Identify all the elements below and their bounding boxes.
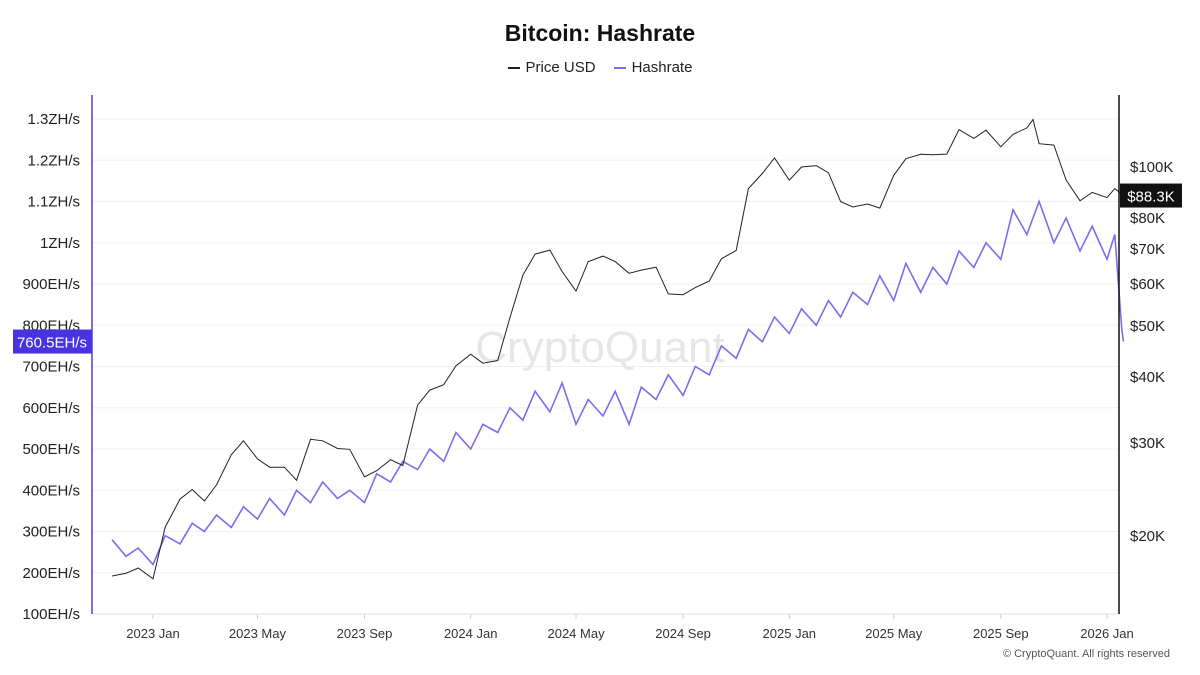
left-tick-label: 1ZH/s (40, 235, 80, 252)
legend-item-price[interactable]: Price USD (507, 59, 596, 76)
left-tick-label: 500EH/s (22, 441, 80, 458)
x-tick-label: 2023 Jan (126, 626, 180, 641)
right-tick-label: $40K (1130, 369, 1165, 386)
legend-label-hashrate: Hashrate (631, 59, 693, 76)
x-tick-label: 2025 May (865, 626, 923, 641)
legend-label-price: Price USD (525, 59, 596, 76)
x-tick-label: 2024 Jan (444, 626, 498, 641)
series-line-hashrate (111, 199, 1125, 566)
x-tick-label: 2026 Jan (1080, 626, 1134, 641)
watermark: CryptoQuant (475, 323, 724, 372)
left-tick-label: 1.3ZH/s (27, 111, 80, 128)
right-tick-label: $80K (1130, 210, 1165, 227)
right-tick-label: $70K (1130, 241, 1165, 258)
legend: Price USD Hashrate (0, 59, 1200, 76)
x-tick-label: 2024 Sep (655, 626, 711, 641)
x-tick-label: 2025 Sep (973, 626, 1029, 641)
x-tick-label: 2024 May (547, 626, 605, 641)
legend-item-hashrate[interactable]: Hashrate (613, 59, 693, 76)
left-tick-label: 1.2ZH/s (27, 152, 80, 169)
x-tick-label: 2023 May (229, 626, 287, 641)
copyright-footer: © CryptoQuant. All rights reserved (1002, 648, 1170, 660)
chart-title: Bitcoin: Hashrate (504, 20, 696, 46)
left-tick-label: 900EH/s (22, 276, 80, 293)
left-tick-label: 600EH/s (22, 400, 80, 417)
left-tick-label: 300EH/s (22, 524, 80, 541)
left-tick-label: 700EH/s (22, 359, 80, 376)
legend-swatch-hashrate (613, 66, 626, 69)
right-tick-label: $100K (1130, 159, 1173, 176)
right-tick-label: $20K (1130, 528, 1165, 545)
left-tick-label: 1.1ZH/s (27, 194, 80, 211)
x-tick-label: 2023 Sep (337, 626, 393, 641)
current-price-label: $88.3K (1127, 189, 1175, 206)
left-tick-label: 200EH/s (22, 565, 80, 582)
legend-swatch-price (507, 66, 520, 69)
left-tick-label: 100EH/s (22, 606, 80, 623)
right-tick-label: $50K (1130, 318, 1165, 335)
current-price-badge (1120, 183, 1182, 208)
left-tick-label: 400EH/s (22, 482, 80, 499)
current-hashrate-badge (13, 329, 92, 354)
right-tick-label: $60K (1130, 276, 1165, 293)
x-tick-label: 2025 Jan (763, 626, 817, 641)
current-hashrate-label: 760.5EH/s (17, 335, 87, 352)
series-line-price (112, 118, 1124, 580)
right-tick-label: $30K (1130, 435, 1165, 452)
